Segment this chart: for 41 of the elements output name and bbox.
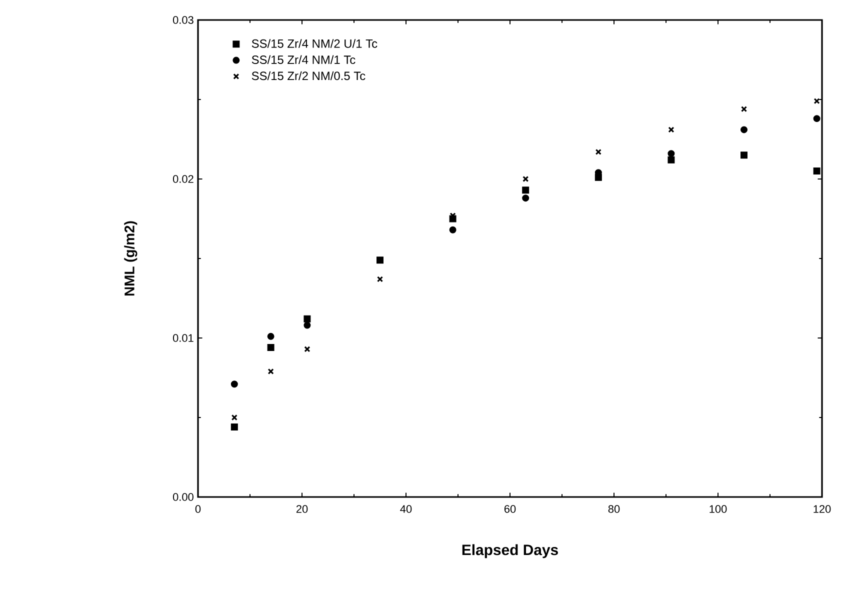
point [813,168,820,175]
y-tick-label: 0.03 [172,16,194,24]
y-tick-label: 0.00 [172,493,194,501]
point [740,126,748,134]
x-tick-label: 0 [195,505,201,513]
x-tick-label: 120 [814,505,831,513]
y-tick-label: 0.02 [172,175,194,183]
point [522,176,529,182]
point [449,226,456,234]
point [522,186,530,194]
x-axis-title: Elapsed Days [462,544,558,558]
legend-label: SS/15 Zr/4 NM/2 U/1 Tc [252,39,378,48]
point [668,156,675,164]
x-tick-label: 20 [296,505,308,513]
point [740,106,748,112]
point [522,194,530,202]
point [268,368,274,374]
x-tick-label: 60 [504,505,516,513]
point [814,98,820,104]
y-tick-label: 0.01 [172,334,194,342]
point [376,276,384,282]
x-tick-label: 40 [400,505,412,513]
point [231,414,238,421]
point [740,152,748,159]
point [813,115,820,122]
point [304,346,310,352]
point [304,315,311,322]
point [595,148,602,156]
point [230,380,238,388]
point [668,150,675,158]
legend-label: SS/15 Zr/2 NM/0.5 Tc [252,71,366,80]
legend-label: SS/15 Zr/4 NM/1 Tc [252,55,356,64]
point [267,332,274,340]
y-axis-title: NML (g/m2) [124,221,138,296]
point [376,256,384,264]
point [230,424,238,431]
x-tick-label: 100 [710,505,727,513]
x-tick-label: 80 [608,505,620,513]
point [304,322,311,329]
point [267,344,274,352]
point [668,126,674,133]
